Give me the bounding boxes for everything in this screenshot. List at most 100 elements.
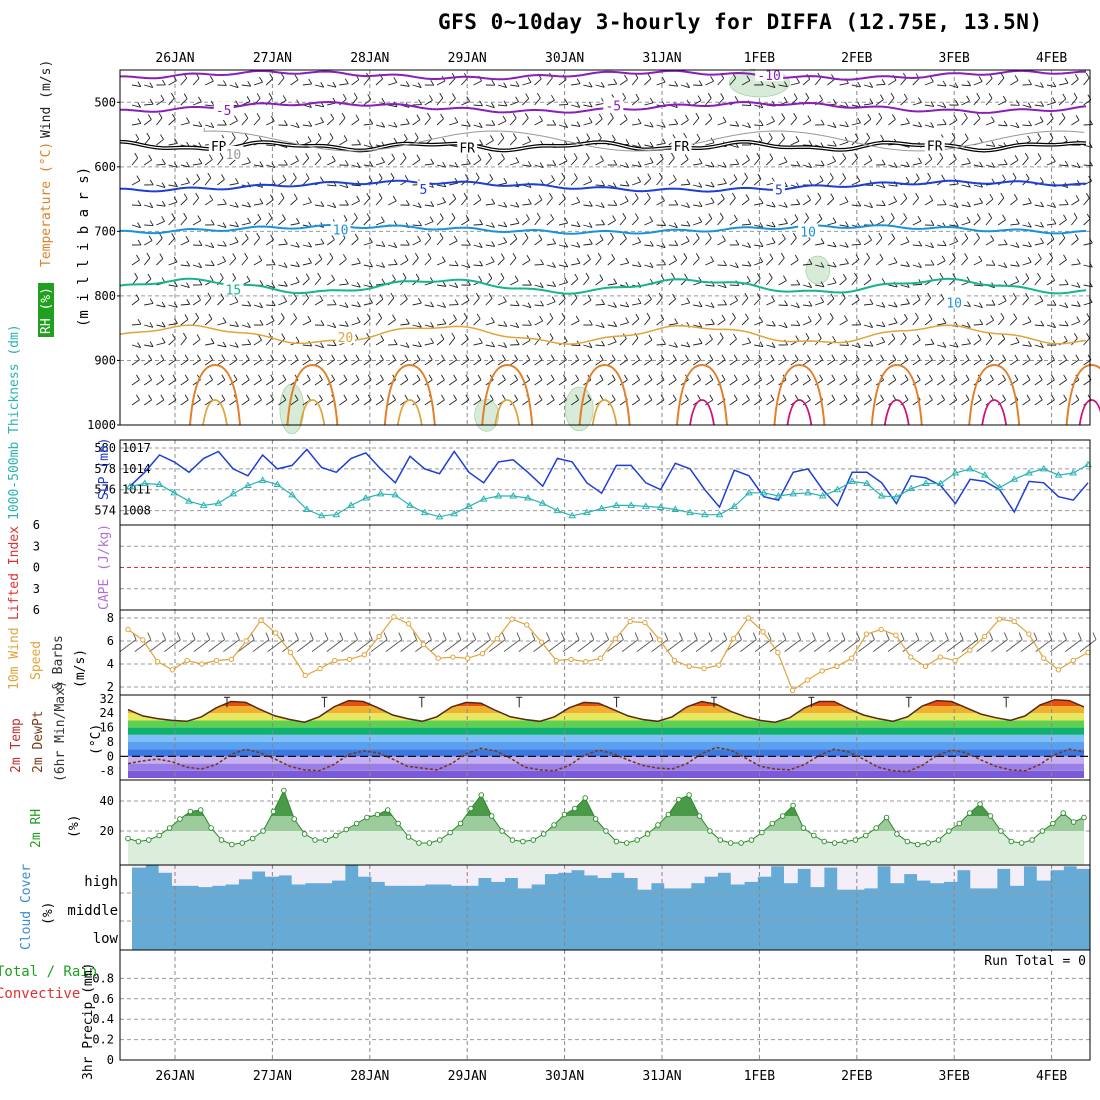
wind-barb bbox=[436, 97, 444, 106]
wind-barb bbox=[339, 283, 349, 286]
wind-barb-flag bbox=[869, 98, 874, 104]
wind-barb-flag bbox=[930, 101, 935, 107]
wind-barb bbox=[741, 297, 749, 306]
wind-barb bbox=[375, 298, 384, 306]
wind-barb-flag bbox=[1026, 374, 1031, 381]
rh-point bbox=[946, 828, 952, 834]
wind-barb-flag bbox=[1028, 79, 1032, 85]
wind-barb bbox=[461, 338, 469, 346]
wind-barb-flag bbox=[561, 172, 566, 179]
wind-barb-flag bbox=[329, 252, 334, 259]
wind-barb bbox=[387, 399, 396, 406]
surface-barb-flag bbox=[915, 632, 920, 640]
cloud-high-gap bbox=[650, 865, 665, 884]
wind-barb-flag bbox=[990, 374, 994, 381]
wind-barb bbox=[302, 157, 310, 166]
rh-point bbox=[385, 807, 391, 813]
wind-barb bbox=[1083, 197, 1090, 206]
wind-barb bbox=[693, 163, 703, 166]
wind-barb bbox=[241, 162, 251, 166]
wind-barb bbox=[790, 219, 799, 226]
wind-barb bbox=[1022, 344, 1032, 347]
wind-barb bbox=[619, 304, 629, 308]
wind-barb-flag bbox=[685, 235, 690, 242]
wind-barb bbox=[583, 204, 593, 207]
wind-barb bbox=[1010, 159, 1019, 166]
wind-barb bbox=[339, 399, 348, 406]
wind-barb bbox=[741, 104, 752, 106]
wind-barb bbox=[204, 379, 213, 386]
wind-barb bbox=[143, 399, 152, 406]
wind-barb bbox=[522, 82, 532, 86]
rh-point bbox=[509, 837, 516, 843]
wind-barb bbox=[461, 317, 468, 326]
wind-barb bbox=[180, 122, 190, 126]
wind-barb bbox=[387, 200, 397, 206]
wind-barb bbox=[1022, 321, 1032, 326]
wind-barb-flag bbox=[710, 161, 715, 168]
wind-barb-flag bbox=[344, 302, 349, 308]
wind-barb-flag bbox=[988, 212, 993, 219]
wind-barb-flag bbox=[610, 112, 614, 119]
wind-barb-flag bbox=[770, 394, 775, 401]
wind-barb-flag bbox=[161, 200, 166, 207]
wind-barb-flag bbox=[843, 354, 848, 361]
wind-barb-flag bbox=[317, 133, 322, 139]
wind-barb bbox=[290, 160, 299, 166]
wind-barb-flag bbox=[733, 354, 738, 361]
wind-barb bbox=[497, 182, 507, 186]
wind-barb bbox=[631, 337, 639, 346]
wind-barb bbox=[766, 258, 774, 266]
wind-barb bbox=[1010, 318, 1017, 326]
wind-barb-flag bbox=[551, 94, 555, 101]
surface-barb-flag bbox=[708, 632, 713, 640]
wind-barb bbox=[192, 220, 202, 226]
thickness-point bbox=[258, 476, 267, 483]
wind-barb-flag bbox=[221, 174, 225, 180]
wind-barb-flag bbox=[428, 354, 433, 361]
wind-barb-flag bbox=[820, 262, 825, 268]
rh-point bbox=[759, 829, 765, 836]
wind-barb bbox=[644, 220, 653, 226]
wind-barb-flag bbox=[930, 259, 935, 266]
wind-barb-flag bbox=[503, 342, 508, 348]
contour-label: -10 bbox=[757, 69, 780, 84]
wind-barb bbox=[583, 104, 593, 108]
wind-barb-flag bbox=[868, 155, 873, 161]
wind-barb-flag bbox=[625, 257, 630, 264]
wind-barb bbox=[375, 317, 382, 326]
wind-barb bbox=[754, 203, 764, 206]
wind-barb bbox=[985, 319, 994, 326]
cloud-high-gap bbox=[690, 865, 705, 884]
wind-barb-flag bbox=[332, 81, 337, 88]
wind-barb bbox=[570, 297, 578, 306]
wind-barb-flag bbox=[354, 233, 359, 240]
wind-barb bbox=[253, 81, 263, 86]
wind-barb bbox=[631, 318, 640, 326]
rh-point bbox=[686, 792, 692, 798]
wind-barb-flag bbox=[613, 278, 618, 284]
warm-contour bbox=[773, 363, 826, 426]
rh-point bbox=[779, 813, 786, 819]
surface-barb-flag bbox=[944, 632, 949, 640]
wind-barb bbox=[656, 124, 666, 128]
rh-point bbox=[436, 837, 443, 843]
wind-barb-flag bbox=[867, 274, 872, 280]
rh-point bbox=[374, 811, 381, 818]
wind-speed-point bbox=[450, 654, 456, 660]
wind-barb-flag bbox=[903, 213, 908, 219]
wind-barb-flag bbox=[784, 300, 788, 306]
wind-barb bbox=[363, 359, 372, 366]
wind-barb-flag bbox=[648, 354, 653, 361]
wind-barb bbox=[729, 144, 739, 148]
wind-barb-flag bbox=[1085, 192, 1090, 199]
wind-barb-flag bbox=[149, 98, 154, 105]
wind-barb-flag bbox=[136, 394, 140, 401]
wind-barb-flag bbox=[281, 333, 286, 339]
wind-barb-flag bbox=[366, 193, 371, 199]
wind-barb-flag bbox=[343, 374, 348, 381]
wind-barb-flag bbox=[294, 354, 299, 361]
wind-barb-flag bbox=[856, 175, 861, 182]
wind-barb-flag bbox=[697, 95, 702, 101]
wind-barb bbox=[924, 81, 934, 86]
